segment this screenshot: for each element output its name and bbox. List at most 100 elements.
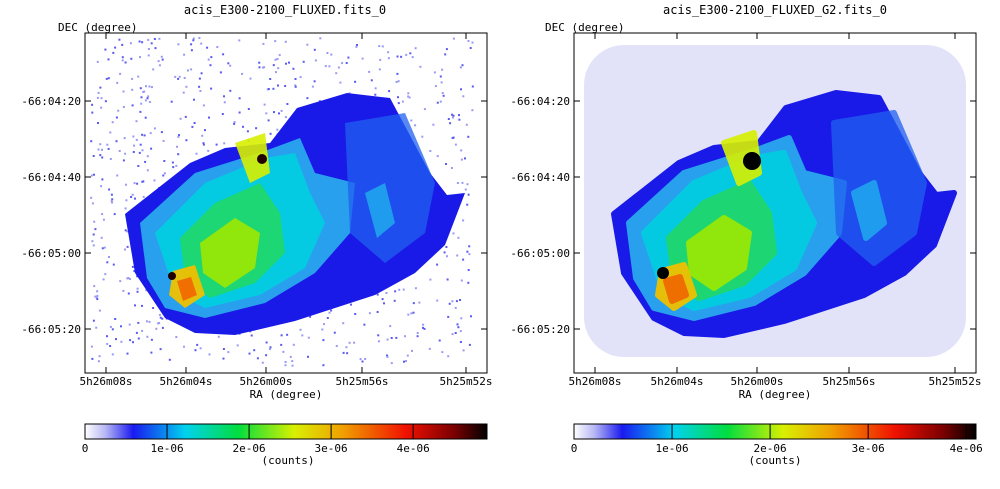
noise-pixel (407, 95, 410, 98)
noise-pixel (370, 79, 373, 82)
noise-pixel (183, 53, 186, 56)
noise-pixel (451, 137, 454, 139)
noise-pixel (292, 343, 295, 346)
noise-pixel (411, 349, 413, 352)
noise-pixel (98, 309, 101, 312)
noise-pixel (456, 182, 459, 184)
noise-pixel (209, 64, 212, 67)
noise-pixel (95, 326, 98, 329)
noise-pixel (403, 360, 405, 363)
noise-pixel (141, 304, 143, 307)
noise-pixel (97, 91, 100, 94)
noise-pixel (238, 111, 241, 114)
noise-pixel (199, 347, 202, 350)
noise-pixel (148, 320, 151, 323)
colorbar-ticks: 0 1e-06 2e-06 3e-06 4e-06 (571, 424, 983, 455)
noise-pixel (289, 355, 292, 358)
noise-pixel (466, 250, 469, 253)
noise-pixel (452, 114, 455, 117)
noise-pixel (368, 312, 371, 315)
noise-pixel (443, 251, 446, 254)
noise-pixel (319, 37, 322, 40)
noise-pixel (249, 77, 252, 80)
noise-pixel (348, 92, 351, 95)
noise-pixel (412, 311, 415, 314)
noise-pixel (97, 148, 100, 151)
noise-pixel (229, 64, 232, 67)
noise-pixel (121, 56, 124, 59)
noise-pixel (278, 112, 280, 115)
noise-pixel (103, 246, 106, 249)
noise-pixel (272, 87, 275, 90)
colorbar-tick-label: 4e-06 (397, 442, 430, 455)
noise-pixel (91, 103, 94, 106)
noise-pixel (227, 351, 230, 354)
noise-pixel (149, 132, 152, 135)
noise-pixel (387, 57, 390, 60)
noise-pixel (133, 270, 136, 273)
noise-pixel (449, 122, 452, 125)
noise-pixel (104, 273, 107, 276)
noise-pixel (407, 313, 410, 316)
noise-pixel (376, 293, 379, 296)
noise-pixel (112, 263, 115, 266)
noise-pixel (284, 361, 287, 363)
noise-pixel (397, 102, 400, 105)
noise-pixel (253, 349, 256, 352)
noise-pixel (273, 111, 275, 114)
noise-pixel (111, 121, 114, 124)
noise-pixel (337, 66, 340, 69)
noise-pixel (242, 125, 244, 128)
chart-title: acis_E300-2100_FLUXED_G2.fits_0 (663, 3, 887, 17)
noise-pixel (126, 245, 129, 248)
y-tick-label: -66:05:00 (21, 247, 81, 260)
noise-pixel (229, 89, 232, 92)
noise-pixel (438, 339, 441, 342)
noise-pixel (368, 70, 371, 73)
x-tick-label: 5h26m08s (80, 375, 133, 388)
noise-pixel (451, 300, 454, 303)
noise-pixel (223, 95, 225, 98)
noise-pixel (342, 322, 345, 325)
noise-pixel (144, 99, 147, 102)
noise-pixel (447, 315, 450, 318)
noise-pixel (146, 97, 149, 100)
noise-pixel (374, 93, 377, 96)
noise-pixel (150, 351, 153, 354)
noise-pixel (141, 329, 144, 332)
noise-pixel (100, 236, 103, 239)
noise-pixel (98, 355, 101, 358)
noise-pixel (101, 213, 104, 216)
noise-pixel (454, 332, 457, 334)
colorbar-tick-label: 0 (82, 442, 89, 455)
noise-pixel (144, 160, 147, 163)
noise-pixel (170, 100, 173, 103)
noise-pixel (354, 80, 357, 83)
noise-pixel (278, 54, 281, 57)
noise-pixel (238, 39, 241, 42)
noise-pixel (410, 119, 413, 122)
noise-pixel (288, 61, 290, 64)
noise-pixel (141, 133, 144, 136)
noise-pixel (183, 345, 185, 348)
noise-pixel (118, 150, 121, 152)
noise-pixel (163, 172, 166, 175)
noise-pixel (276, 128, 279, 131)
noise-pixel (386, 338, 389, 341)
x-tick-label: 5h26m04s (651, 375, 704, 388)
colorbar-label: (counts) (749, 454, 802, 467)
noise-pixel (397, 80, 400, 83)
colorbar-label: (counts) (262, 454, 315, 467)
noise-pixel (440, 81, 443, 84)
noise-pixel (445, 246, 448, 248)
noise-pixel (99, 143, 102, 146)
noise-pixel (111, 353, 114, 356)
emission-map (90, 37, 474, 367)
noise-pixel (460, 279, 463, 282)
noise-pixel (102, 278, 105, 281)
noise-pixel (126, 230, 129, 233)
noise-pixel (459, 299, 461, 301)
noise-pixel (132, 341, 134, 344)
noise-pixel (423, 327, 426, 330)
